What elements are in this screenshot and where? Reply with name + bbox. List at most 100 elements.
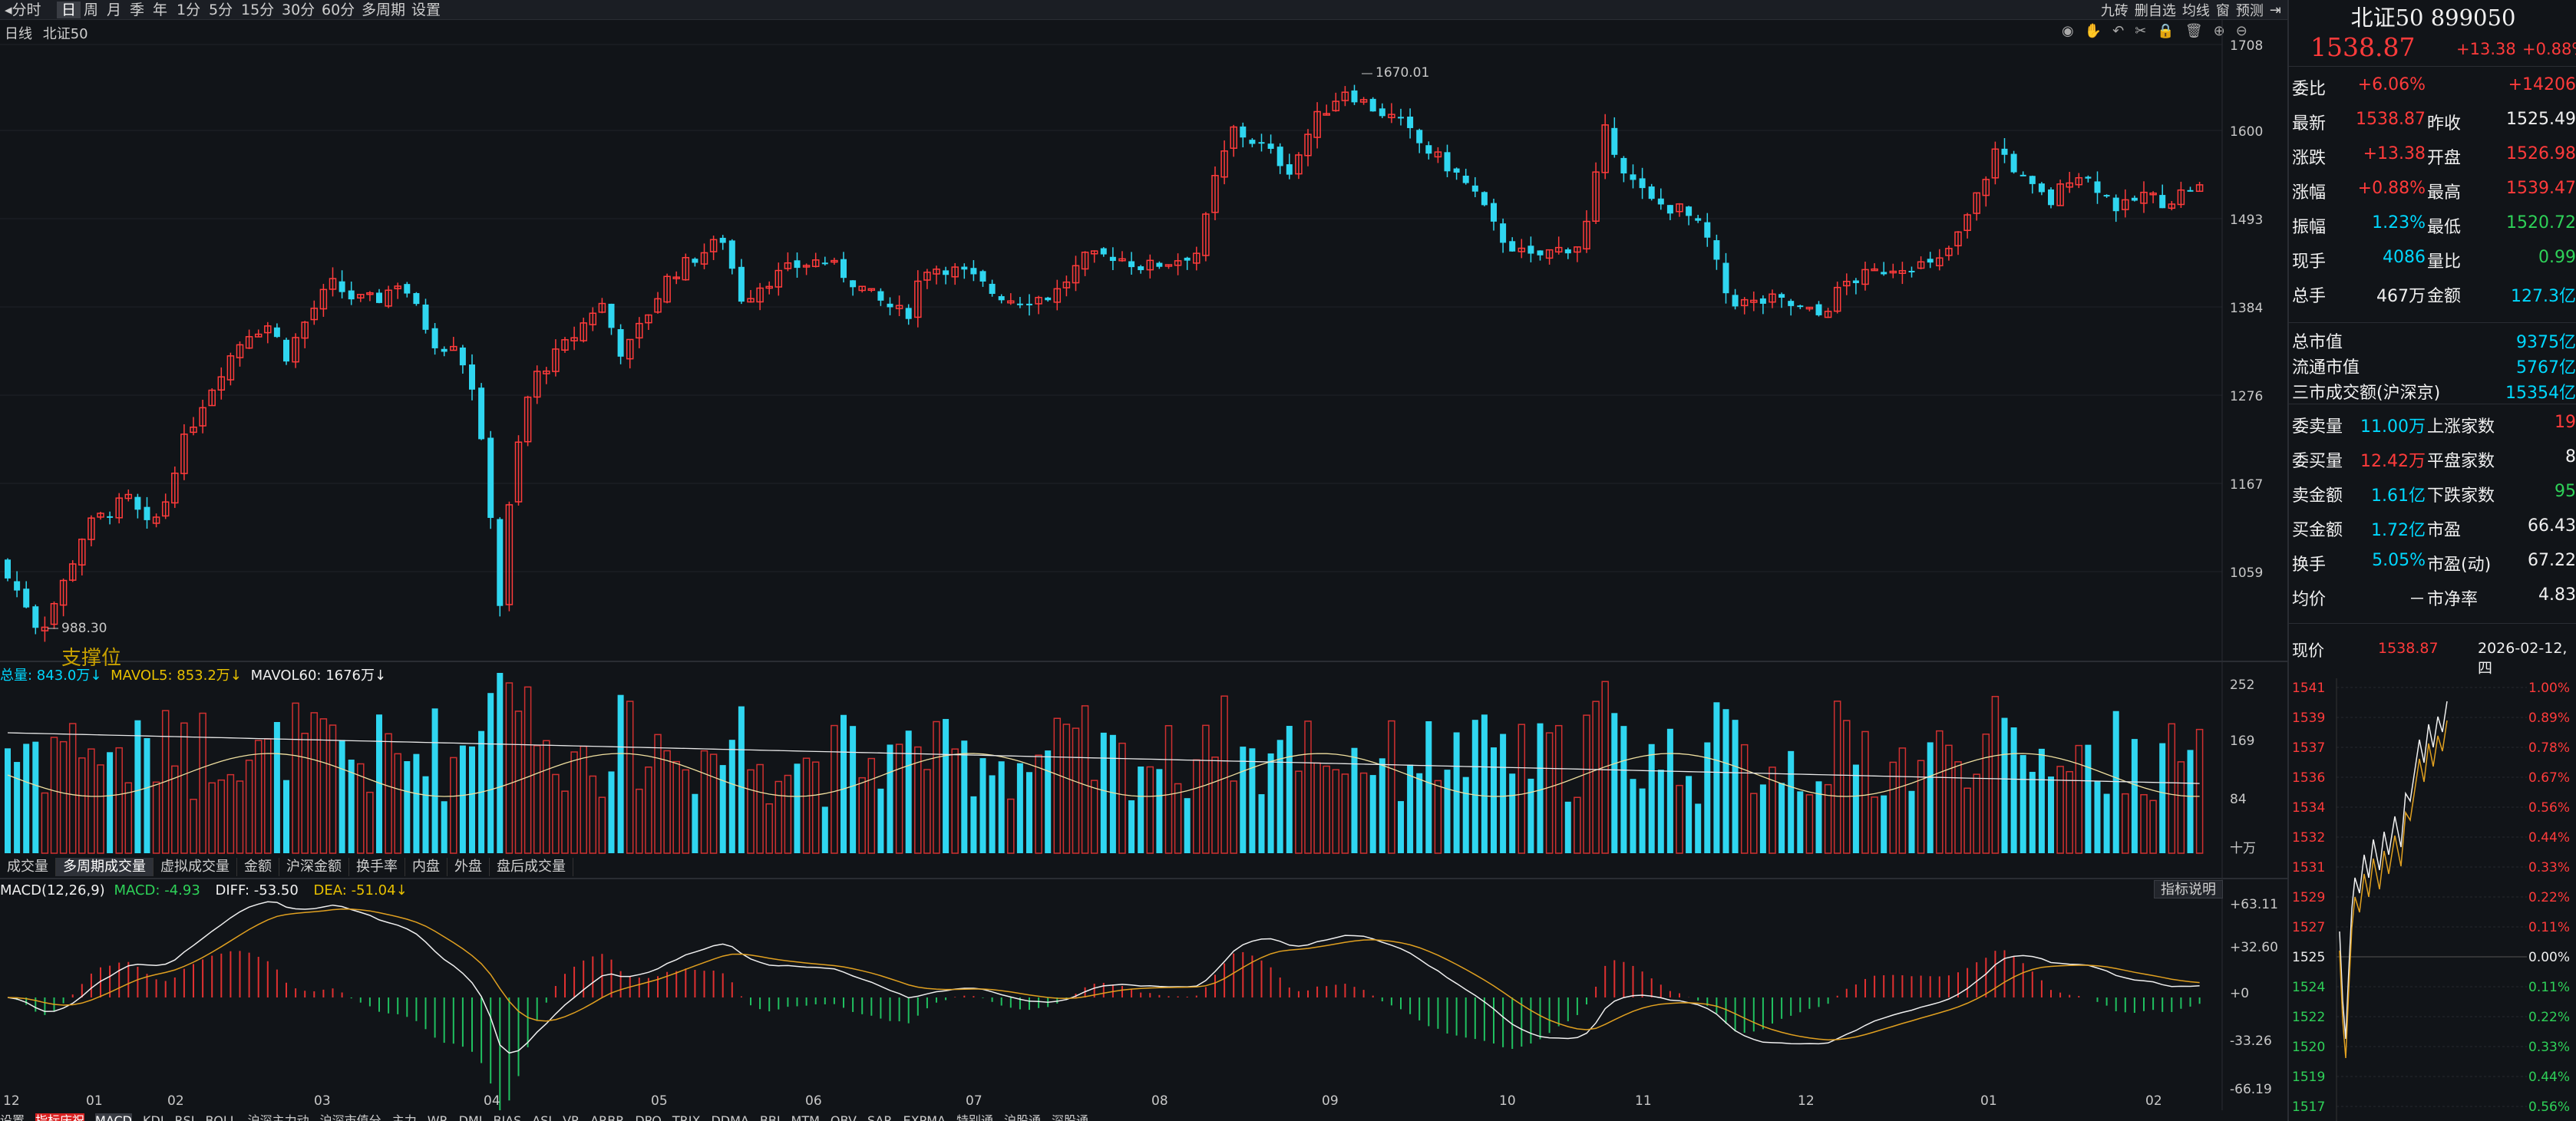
volume-bar-down <box>1462 776 1469 853</box>
indicator-help-button[interactable]: 指标说明 <box>2154 880 2223 898</box>
period-season-button[interactable]: 季 <box>130 2 145 18</box>
indicator-tab[interactable]: 特别通 <box>956 1113 993 1121</box>
period-1min-button[interactable]: 1分 <box>177 2 201 18</box>
indicator-tab[interactable]: BBI <box>759 1113 781 1121</box>
indicator-tab[interactable]: DMI <box>458 1113 483 1121</box>
stat-label: 市净率 <box>2427 590 2479 609</box>
period-30min-button[interactable]: 30分 <box>282 2 315 18</box>
delete-icon[interactable]: 🗑 <box>2185 23 2203 39</box>
indicator-tab[interactable]: OBV <box>830 1113 857 1121</box>
indicator-tab[interactable]: DDMA <box>711 1113 749 1121</box>
indicator-tab[interactable]: RSI <box>174 1113 195 1121</box>
kline-chart[interactable]: 1708 1600 1493 1384 1276 1167 1059 1670.… <box>0 0 2287 1110</box>
indicator-tab[interactable]: 主力 <box>391 1113 417 1121</box>
intraday-price-label: 1529 <box>2292 890 2325 905</box>
tab-after-hours-volume[interactable]: 盘后成交量 <box>490 858 573 876</box>
volume-bar-down <box>441 801 447 853</box>
indicator-tab[interactable]: 沪深主力动 <box>247 1113 309 1121</box>
multi-period-button[interactable]: 多周期 <box>362 2 406 18</box>
indicator-tab[interactable]: MACD <box>95 1113 132 1121</box>
intraday-price-line <box>2339 701 2448 1040</box>
indicator-tab[interactable]: VR <box>563 1113 580 1121</box>
remove-watchlist-button[interactable]: 删自选 <box>2134 3 2176 19</box>
hand-icon[interactable]: ✋ <box>2084 23 2102 39</box>
candle-up <box>552 348 560 372</box>
volume-bar-down <box>431 708 438 853</box>
indicator-tab[interactable]: WR <box>427 1113 448 1121</box>
volume-bar-up <box>589 775 597 854</box>
stat-label: 三市成交额(沪深京) <box>2292 384 2441 403</box>
indicator-tab[interactable]: BOLL <box>205 1113 237 1121</box>
candle-up <box>385 289 392 307</box>
volume-bar-up <box>923 769 931 854</box>
volume-bar-up <box>245 760 253 854</box>
indicator-tab[interactable]: TRIX <box>672 1113 701 1121</box>
scissors-icon[interactable]: ✂ <box>2135 23 2147 39</box>
indicator-tab[interactable]: DPO <box>635 1113 662 1121</box>
candle-up <box>626 338 634 360</box>
indicator-tab[interactable]: BIAS <box>493 1113 522 1121</box>
period-year-button[interactable]: 年 <box>153 2 168 18</box>
period-month-button[interactable]: 月 <box>107 2 122 18</box>
candle-up <box>1982 179 1990 196</box>
rows-row: 现手 4086 量比 0.99 <box>2289 240 2576 274</box>
indicator-tab[interactable]: 深股通 <box>1051 1113 1088 1121</box>
candle-down <box>1045 297 1052 301</box>
volume-bar-down <box>283 780 289 853</box>
tab-turnover[interactable]: 换手率 <box>349 858 405 876</box>
candle-down <box>1852 280 1859 283</box>
volume-bar-down <box>1425 720 1432 853</box>
tab-hs-amount[interactable]: 沪深金额 <box>279 858 349 876</box>
eye-icon[interactable]: ◉ <box>2062 23 2074 39</box>
window-button[interactable]: 窗 <box>2215 3 2230 19</box>
intraday-pct-label: 0.11% <box>2528 920 2570 935</box>
stat-value: +0.88% <box>2357 179 2426 198</box>
period-week-button[interactable]: 周 <box>84 2 99 18</box>
candle-up <box>1434 151 1442 158</box>
tab-volume[interactable]: 成交量 <box>0 858 56 876</box>
volume-bar-up <box>1973 773 1980 854</box>
exit-icon[interactable]: ⇥ <box>2269 2 2281 18</box>
tab-amount[interactable]: 金额 <box>237 858 279 876</box>
tab-outer[interactable]: 外盘 <box>447 858 490 876</box>
moving-average-button[interactable]: 均线 <box>2181 3 2210 19</box>
indicator-tab[interactable]: 沪深市值分 <box>319 1113 381 1121</box>
intraday-chart[interactable]: 1541 1.00% 1539 0.89% 1537 0.78% 1536 0.67% 1534… <box>2289 678 2576 1121</box>
indicator-tab[interactable]: 指标庆祝 <box>35 1113 85 1121</box>
candle-up <box>394 285 401 289</box>
volume-legend: 总量: 843.0万↓ MAVOL5: 853.2万↓ MAVOL60: 167… <box>0 664 386 684</box>
tab-virtual-volume[interactable]: 虚拟成交量 <box>154 858 237 876</box>
candle-down <box>487 437 494 518</box>
indicator-tab[interactable]: MTM <box>791 1113 820 1121</box>
forecast-button[interactable]: 预测 <box>2235 3 2264 19</box>
settings-button[interactable]: 设置 <box>411 2 441 18</box>
volume-bar-down <box>1657 770 1664 853</box>
period-60min-button[interactable]: 60分 <box>322 2 355 18</box>
indicator-tab[interactable]: ASI <box>532 1113 553 1121</box>
period-minute-button[interactable]: ◂分时 <box>5 2 41 18</box>
period-15min-button[interactable]: 15分 <box>241 2 275 18</box>
nine-brick-button[interactable]: 九砖 <box>2100 3 2129 19</box>
candle-down <box>441 348 447 352</box>
period-5min-button[interactable]: 5分 <box>209 2 233 18</box>
tab-multi-period-volume[interactable]: 多周期成交量 <box>56 858 154 876</box>
indicator-tab[interactable]: 设置 <box>0 1113 25 1121</box>
indicator-tab[interactable]: 沪股通 <box>1003 1113 1041 1121</box>
indicator-tab[interactable]: ARBR <box>590 1113 625 1121</box>
candle-down <box>617 328 624 357</box>
tab-inner[interactable]: 内盘 <box>405 858 447 876</box>
volume-bar-up <box>68 723 77 854</box>
stat-label: 总手 <box>2292 287 2327 306</box>
lock-icon[interactable]: 🔒 <box>2157 23 2175 39</box>
volume-bar-up <box>1434 780 1442 854</box>
indicator-tab[interactable]: KDJ <box>143 1113 164 1121</box>
indicator-tab[interactable]: SAR <box>867 1113 893 1121</box>
undo-icon[interactable]: ↶ <box>2112 23 2125 39</box>
volume-bar-down <box>905 730 912 853</box>
candle-down <box>877 291 884 301</box>
intraday-price-label: 1537 <box>2292 740 2325 756</box>
indicator-tab[interactable]: EXPMA <box>903 1113 946 1121</box>
volume-bar-down <box>1732 720 1739 853</box>
zoom-out-icon[interactable]: ⊖ <box>2235 23 2247 39</box>
period-day-button[interactable]: 日 <box>57 2 81 18</box>
